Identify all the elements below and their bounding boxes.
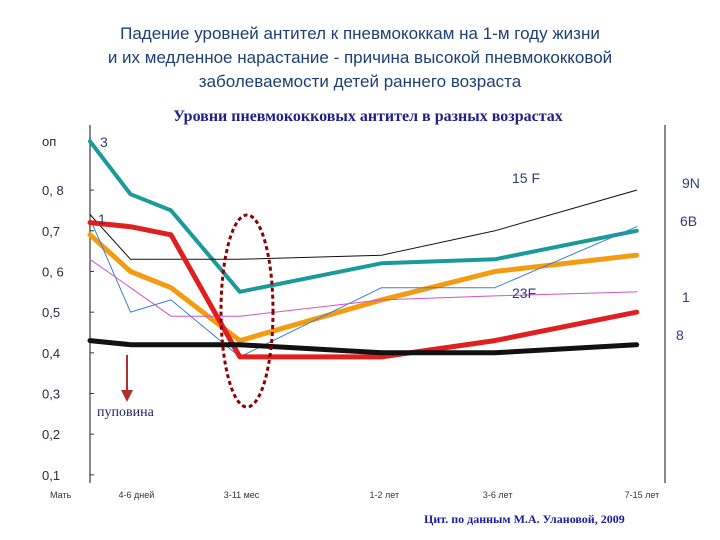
- x-tick-label: 4-6 дней: [118, 490, 154, 500]
- series-line-6b: [87, 232, 640, 344]
- x-tick-labels: Мать 4-6 дней 3-11 мес 1-2 лет 3-6 лет 7-15 л…: [50, 490, 659, 500]
- y-tick-label: 0,3: [42, 387, 60, 402]
- x-tick-label: 7-15 лет: [625, 490, 660, 500]
- y-tick-label: 0,2: [42, 427, 60, 442]
- y-tick-label: 0, 8: [42, 183, 64, 198]
- page-title: Падение уровней антител к пневмококкам н…: [0, 22, 720, 94]
- source-note: Цит. по данным М.А. Улановой, 2009: [424, 512, 625, 526]
- chart-title: Уровни пневмококковых антител в разных в…: [173, 108, 563, 125]
- label-series-1-left: 1: [98, 211, 106, 227]
- label-series-1: 1: [682, 289, 690, 305]
- title-line-1: Падение уровней антител к пневмококкам н…: [120, 24, 600, 43]
- label-series-23f: 23F: [512, 285, 536, 301]
- y-tick-label: 0,4: [42, 346, 60, 361]
- series-line-9n: [89, 189, 638, 260]
- y-tick-label: 0,7: [42, 224, 60, 239]
- highlight-ellipse: [219, 213, 275, 409]
- x-tick-label: 3-6 лет: [483, 490, 513, 500]
- label-series-8: 8: [676, 327, 684, 343]
- y-tick-labels: 0, 8 0,7 0, 6 0,5 0,4 0,3 0,2 0,1: [42, 183, 94, 483]
- title-line-2: и их медленное нарастание - причина высо…: [107, 48, 613, 67]
- umbilical-arrow-head: [121, 390, 133, 402]
- y-tick-label: 0,5: [42, 305, 60, 320]
- y-tick-label: 0, 6: [42, 264, 64, 279]
- label-series-3: 3: [100, 134, 108, 150]
- title-line-3: заболеваемости детей раннего возраста: [198, 72, 522, 91]
- series-line-1: [87, 220, 640, 360]
- umbilical-label: пуповина: [97, 405, 155, 420]
- series-lines: [87, 139, 640, 360]
- axes: [89, 125, 666, 483]
- x-tick-label: 3-11 мес: [224, 490, 260, 500]
- label-series-15f: 15 F: [512, 170, 540, 186]
- series-line-8: [87, 338, 640, 356]
- y-tick-label: 0,1: [42, 468, 60, 483]
- x-tick-label: Мать: [50, 490, 72, 500]
- x-tick-label: 1-2 лет: [370, 490, 400, 500]
- y-axis-unit-label: оп: [42, 134, 56, 149]
- series-line-3: [88, 139, 639, 294]
- series-line-23f: [89, 258, 638, 317]
- label-series-9n: 9N: [682, 175, 700, 191]
- label-series-6b: 6B: [680, 213, 697, 229]
